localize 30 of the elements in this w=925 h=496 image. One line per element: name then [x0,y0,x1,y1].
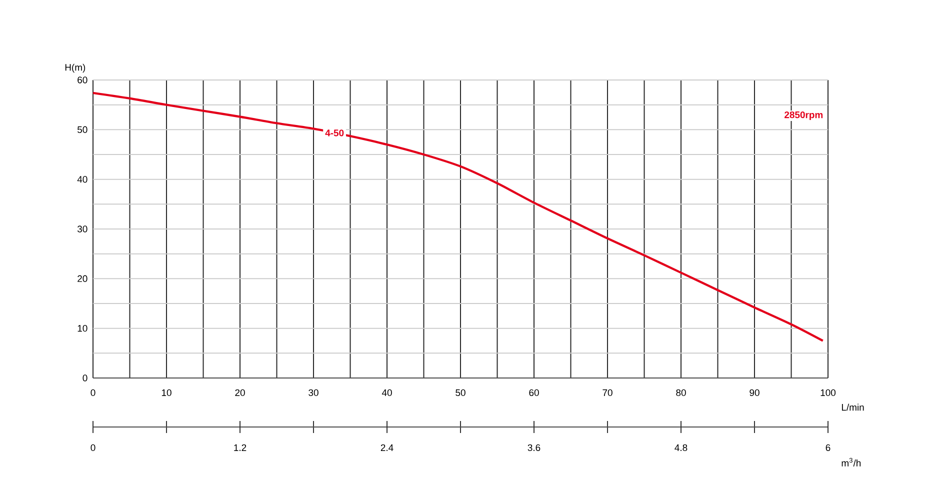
x-tick-label: 50 [456,389,466,396]
x2-tick-label: 0 [90,444,96,452]
y-axis-title: H(m) [65,64,86,73]
x-tick-label: 100 [820,389,836,396]
series-label: 4-50 [325,130,344,136]
x2-tick-label: 3.6 [528,444,540,452]
x2-axis-title: m$^{3}$/h [842,458,861,466]
x-tick-label: 70 [602,389,612,396]
x-tick-label: 80 [676,389,686,396]
x-axis-title: L/min [842,404,864,411]
x-tick-label: 60 [529,389,539,396]
y-tick-label: 60 [78,76,88,84]
y-tick-label: 50 [78,126,88,134]
x-tick-label: 30 [308,389,318,396]
x2-tick-label: 2.4 [380,444,394,451]
annotation: 2850rpm [784,111,823,120]
y-tick-label: 10 [78,324,88,332]
x2-tick-label: 1.2 [234,444,246,451]
x-tick-label: 40 [382,389,392,396]
line-series [92,92,824,342]
y-tick-label: 0 [82,374,88,382]
x-tick-label: 20 [235,389,245,396]
x-tick-label: 90 [750,389,760,396]
x-tick-label: 10 [162,389,172,396]
x-tick-label: 0 [90,389,96,396]
x2-tick-label: 6 [826,444,830,452]
y-tick-label: 40 [77,176,88,183]
y-tick-label: 30 [77,226,88,232]
y-tick-label: 20 [78,275,88,282]
x2-tick-label: 4.8 [674,444,688,452]
